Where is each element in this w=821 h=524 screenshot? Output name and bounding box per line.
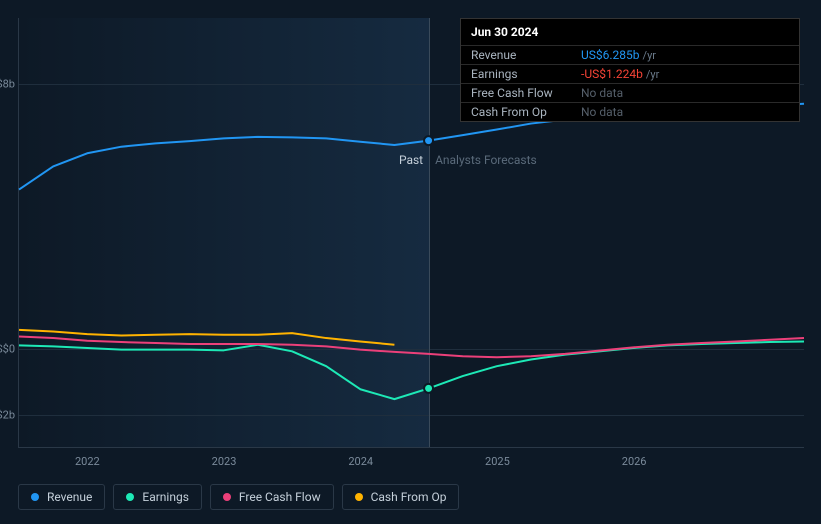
- legend-dot-icon: [31, 493, 39, 501]
- tooltip-row: Free Cash FlowNo data: [461, 83, 799, 102]
- data-marker: [424, 384, 433, 393]
- series-line: [19, 341, 804, 399]
- legend-label: Earnings: [142, 490, 189, 504]
- tooltip-value: -US$1.224b/yr: [581, 67, 789, 81]
- x-tick-label: 2023: [212, 447, 237, 468]
- legend-dot-icon: [126, 493, 134, 501]
- tooltip-key: Cash From Op: [471, 105, 581, 119]
- legend-item[interactable]: Revenue: [18, 484, 105, 510]
- y-tick-label: -US$2b: [0, 408, 19, 421]
- tooltip-value: No data: [581, 105, 789, 119]
- legend-label: Free Cash Flow: [239, 490, 321, 504]
- y-tick-label: US$0: [0, 342, 19, 355]
- y-tick-label: US$8b: [0, 78, 19, 91]
- x-tick-label: 2022: [75, 447, 100, 468]
- hover-tooltip: Jun 30 2024 RevenueUS$6.285b/yrEarnings-…: [460, 18, 800, 122]
- tooltip-title: Jun 30 2024: [461, 19, 799, 45]
- legend-label: Revenue: [47, 490, 92, 504]
- legend-dot-icon: [223, 493, 231, 501]
- data-marker: [424, 136, 433, 145]
- tooltip-key: Free Cash Flow: [471, 86, 581, 100]
- legend-item[interactable]: Free Cash Flow: [210, 484, 334, 510]
- legend-label: Cash From Op: [371, 490, 447, 504]
- series-line: [19, 336, 804, 357]
- series-line: [19, 330, 394, 345]
- x-tick-label: 2024: [348, 447, 373, 468]
- legend: Revenue Earnings Free Cash Flow Cash From O…: [18, 484, 459, 510]
- legend-item[interactable]: Cash From Op: [342, 484, 460, 510]
- tooltip-value: No data: [581, 86, 789, 100]
- legend-dot-icon: [355, 493, 363, 501]
- tooltip-key: Revenue: [471, 48, 581, 62]
- tooltip-row: Earnings-US$1.224b/yr: [461, 64, 799, 83]
- legend-item[interactable]: Earnings: [113, 484, 202, 510]
- tooltip-row: Cash From OpNo data: [461, 102, 799, 121]
- x-tick-label: 2025: [485, 447, 510, 468]
- tooltip-row: RevenueUS$6.285b/yr: [461, 45, 799, 64]
- tooltip-value: US$6.285b/yr: [581, 48, 789, 62]
- tooltip-key: Earnings: [471, 67, 581, 81]
- x-tick-label: 2026: [622, 447, 647, 468]
